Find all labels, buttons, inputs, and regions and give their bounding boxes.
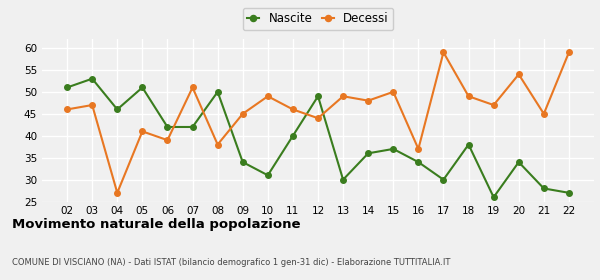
Decessi: [515, 73, 523, 76]
Nascite: [465, 143, 472, 146]
Decessi: [64, 108, 71, 111]
Nascite: [214, 90, 221, 94]
Decessi: [113, 191, 121, 195]
Decessi: [389, 90, 397, 94]
Nascite: [64, 86, 71, 89]
Nascite: [490, 195, 497, 199]
Decessi: [139, 130, 146, 133]
Nascite: [239, 160, 247, 164]
Decessi: [440, 51, 447, 54]
Decessi: [89, 103, 96, 107]
Decessi: [239, 112, 247, 115]
Decessi: [540, 112, 547, 115]
Line: Decessi: Decessi: [64, 50, 572, 196]
Decessi: [264, 95, 271, 98]
Decessi: [465, 95, 472, 98]
Nascite: [164, 125, 171, 129]
Decessi: [490, 103, 497, 107]
Decessi: [314, 116, 322, 120]
Line: Nascite: Nascite: [64, 76, 572, 200]
Decessi: [214, 143, 221, 146]
Nascite: [314, 95, 322, 98]
Nascite: [565, 191, 572, 195]
Nascite: [113, 108, 121, 111]
Nascite: [415, 160, 422, 164]
Nascite: [515, 160, 523, 164]
Text: COMUNE DI VISCIANO (NA) - Dati ISTAT (bilancio demografico 1 gen-31 dic) - Elabo: COMUNE DI VISCIANO (NA) - Dati ISTAT (bi…: [12, 258, 451, 267]
Nascite: [139, 86, 146, 89]
Nascite: [540, 187, 547, 190]
Nascite: [389, 147, 397, 151]
Nascite: [365, 152, 372, 155]
Nascite: [440, 178, 447, 181]
Decessi: [365, 99, 372, 102]
Nascite: [89, 77, 96, 80]
Text: Movimento naturale della popolazione: Movimento naturale della popolazione: [12, 218, 301, 231]
Decessi: [340, 95, 347, 98]
Decessi: [565, 51, 572, 54]
Legend: Nascite, Decessi: Nascite, Decessi: [242, 8, 394, 30]
Decessi: [164, 139, 171, 142]
Nascite: [189, 125, 196, 129]
Nascite: [289, 134, 296, 137]
Nascite: [264, 174, 271, 177]
Decessi: [189, 86, 196, 89]
Decessi: [415, 147, 422, 151]
Nascite: [340, 178, 347, 181]
Decessi: [289, 108, 296, 111]
